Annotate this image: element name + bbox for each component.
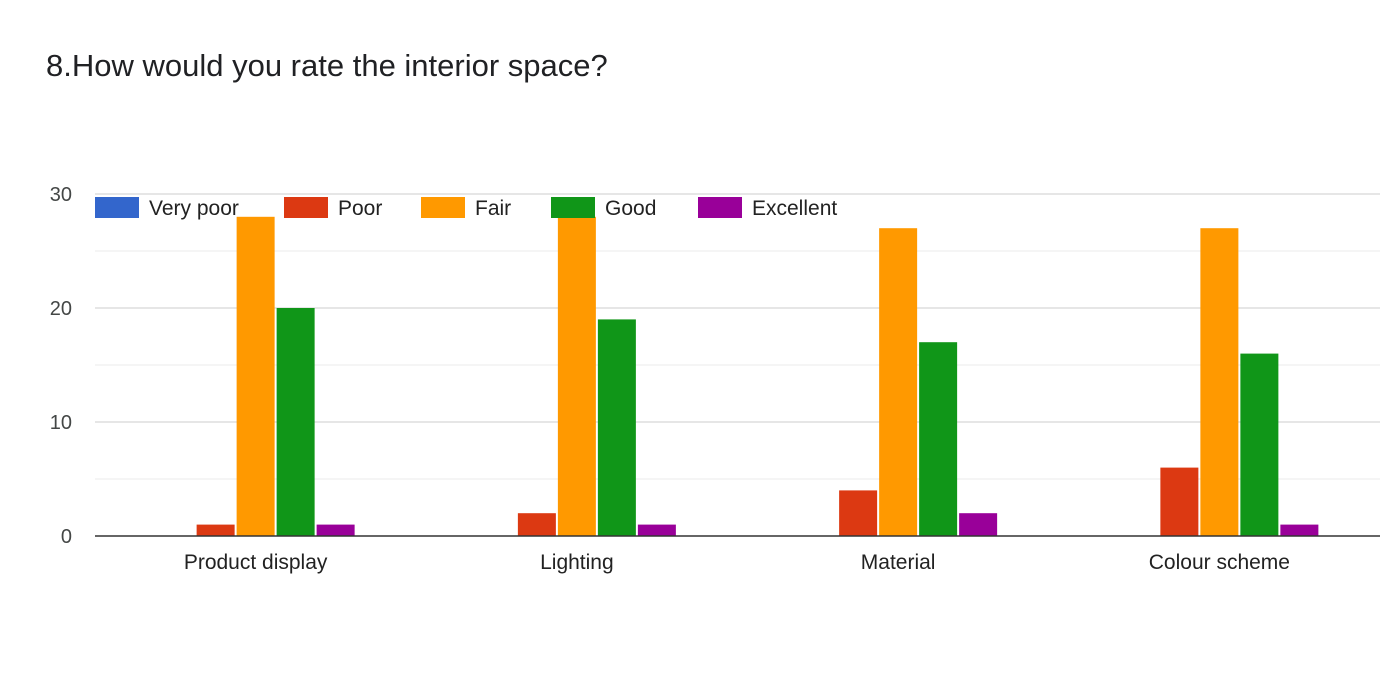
x-category-label: Product display xyxy=(184,551,328,574)
bar-excellent xyxy=(637,524,676,536)
bar-excellent xyxy=(316,524,355,536)
x-category-label: Colour scheme xyxy=(1149,551,1290,574)
bar-good xyxy=(919,342,958,536)
x-category-label: Lighting xyxy=(540,551,614,574)
legend-item[interactable]: Poor xyxy=(284,197,382,220)
bar-good xyxy=(1240,353,1279,536)
bars xyxy=(196,216,1319,537)
legend-item[interactable]: Very poor xyxy=(95,197,239,220)
legend-swatch xyxy=(284,197,328,218)
bar-excellent xyxy=(1280,524,1319,536)
bar-poor xyxy=(517,513,556,536)
bar-excellent xyxy=(959,513,998,536)
bar-good xyxy=(276,308,315,536)
y-tick-label: 30 xyxy=(50,184,72,206)
legend-label: Fair xyxy=(475,197,511,220)
question-title: 8.How would you rate the interior space? xyxy=(46,48,608,83)
legend-item[interactable]: Good xyxy=(551,197,656,220)
legend-label: Good xyxy=(605,197,656,220)
legend[interactable]: Very poor Poor Fair Good Excellent xyxy=(95,197,837,220)
y-tick-label: 0 xyxy=(61,526,72,548)
legend-label: Very poor xyxy=(149,197,239,220)
x-category-label: Material xyxy=(861,551,936,574)
legend-swatch xyxy=(698,197,742,218)
bar-fair xyxy=(557,216,596,537)
y-axis-ticks: 0 10 20 30 xyxy=(50,184,72,548)
legend-item[interactable]: Excellent xyxy=(698,197,837,220)
legend-label: Poor xyxy=(338,197,382,220)
legend-item[interactable]: Fair xyxy=(421,197,511,220)
bar-good xyxy=(597,319,636,536)
legend-label: Excellent xyxy=(752,197,837,220)
legend-swatch xyxy=(551,197,595,218)
legend-swatch xyxy=(421,197,465,218)
bar-poor xyxy=(1160,467,1199,536)
bar-poor xyxy=(839,490,878,536)
bar-poor xyxy=(196,524,235,536)
y-tick-label: 10 xyxy=(50,412,72,434)
legend-swatch xyxy=(95,197,139,218)
bar-fair xyxy=(879,228,918,536)
bar-fair xyxy=(1200,228,1239,536)
x-axis-labels: Product display Lighting Material Colour sc… xyxy=(184,551,1290,574)
bar-fair xyxy=(236,216,275,537)
y-tick-label: 20 xyxy=(50,298,72,320)
